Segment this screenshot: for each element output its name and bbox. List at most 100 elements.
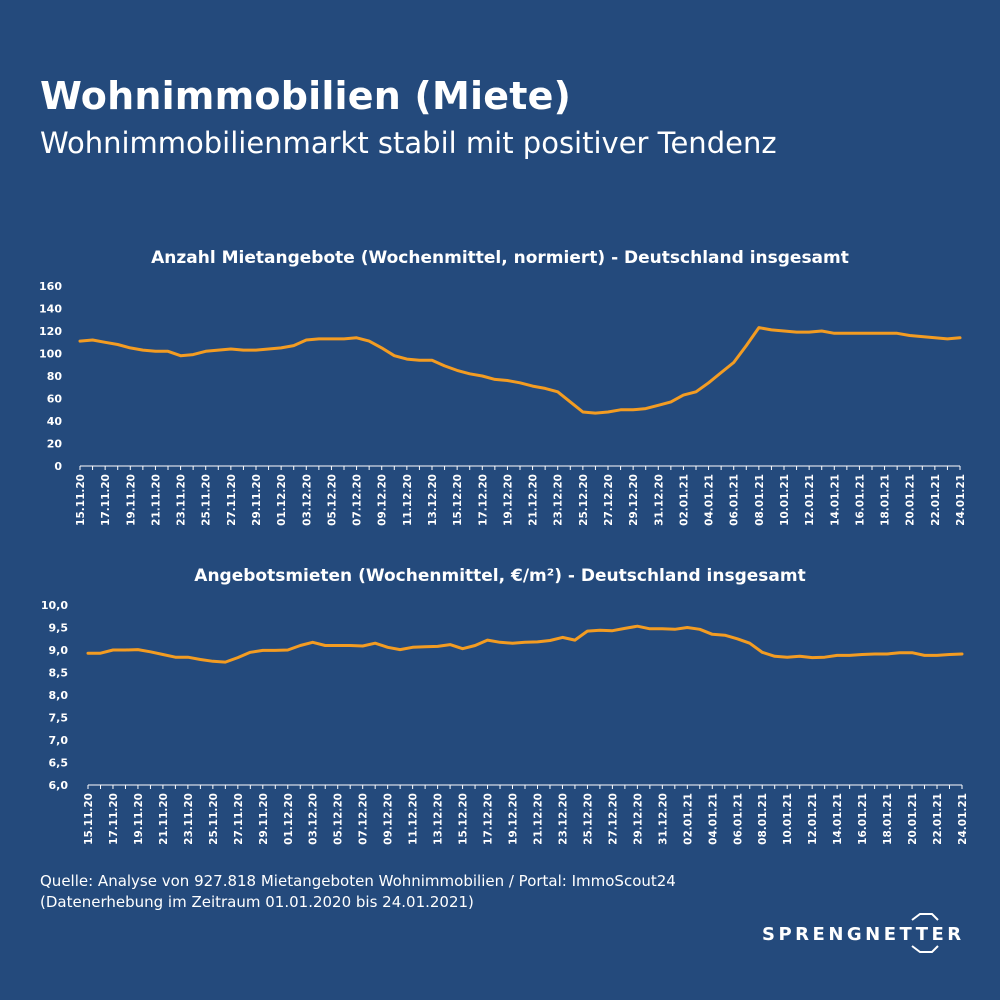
x-tick-label: 05.12.20 [326,474,338,526]
x-tick-label: 15.11.20 [83,793,95,845]
x-tick-label: 25.12.20 [578,474,590,526]
y-tick-label: 80 [47,370,63,383]
x-tick-label: 11.12.20 [408,793,420,845]
x-tick-label: 12.01.21 [804,474,816,526]
x-tick-label: 10.01.21 [782,793,794,845]
x-tick-label: 09.12.20 [377,474,389,526]
y-tick-label: 20 [47,438,63,451]
y-tick-label: 9,5 [49,622,69,635]
x-tick-label: 05.12.20 [333,793,345,845]
x-tick-label: 04.01.21 [704,474,716,526]
logo-bracket-icon [911,913,939,953]
x-tick-label: 07.12.20 [358,793,370,845]
chart-rents: 6,0 6,5 7,0 7,5 8,0 8,5 9,0 9,5 10,0 15.11.20 17.1… [41,599,969,845]
x-tick-label: 03.12.20 [301,474,313,526]
x-tick-label: 21.12.20 [528,474,540,526]
y-tick-label: 8,5 [49,667,69,680]
x-tick-label: 14.01.21 [832,793,844,845]
x-tick-label: 20.01.21 [907,793,919,845]
x-tick-label: 15.12.20 [458,793,470,845]
x-tick-label: 27.12.20 [603,474,615,526]
x-tick-label: 27.11.20 [233,793,245,845]
x-tick-label: 31.12.20 [657,793,669,845]
logo-text: SPRENGNETTER [762,924,965,945]
chart-offers: 0 20 40 60 80 100 120 140 160 15.11.20 17.11.20 19.… [39,280,967,526]
y-tick-label: 0 [54,460,62,473]
x-tick-label: 22.01.21 [930,474,942,526]
y-tick-label: 9,0 [49,644,69,657]
x-tick-label: 27.12.20 [607,793,619,845]
source-note: Quelle: Analyse von 927.818 Mietangebote… [40,871,676,913]
x-tick-label: 23.12.20 [557,793,569,845]
x-tick-label: 17.12.20 [483,793,495,845]
y-tick-label: 120 [39,325,62,338]
y-tick-label: 40 [47,415,63,428]
source-line-1: Quelle: Analyse von 927.818 Mietangebote… [40,872,676,890]
x-tick-label: 23.11.20 [176,474,188,526]
x-tick-label: 24.01.21 [955,474,967,526]
x-tick-label: 29.12.20 [632,793,644,845]
x-tick-label: 23.12.20 [553,474,565,526]
x-tick-label: 15.12.20 [452,474,464,526]
x-tick-label: 19.12.20 [508,793,520,845]
x-tick-label: 11.12.20 [402,474,414,526]
y-tick-label: 100 [39,348,62,361]
x-tick-label: 21.11.20 [158,793,170,845]
x-tick-label: 07.12.20 [352,474,364,526]
x-tick-label: 29.11.20 [251,474,263,526]
x-tick-label: 16.01.21 [857,793,869,845]
x-tick-label: 02.01.21 [682,793,694,845]
x-tick-label: 13.12.20 [433,793,445,845]
x-tick-label: 17.11.20 [108,793,120,845]
y-tick-label: 60 [47,393,63,406]
page-title: Wohnimmobilien (Miete) [40,74,572,118]
x-tick-label: 21.11.20 [150,474,162,526]
x-tick-label: 12.01.21 [807,793,819,845]
x-tick-label: 25.11.20 [208,793,220,845]
x-tick-label: 06.01.21 [732,793,744,845]
x-tick-label: 18.01.21 [882,793,894,845]
x-tick-label: 13.12.20 [427,474,439,526]
x-tick-label: 27.11.20 [226,474,238,526]
x-tick-label: 08.01.21 [757,793,769,845]
x-tick-label: 25.11.20 [201,474,213,526]
x-tick-label: 02.01.21 [678,474,690,526]
x-tick-label: 17.12.20 [477,474,489,526]
x-tick-label: 01.12.20 [276,474,288,526]
x-tick-label: 03.12.20 [308,793,320,845]
y-tick-label: 7,5 [49,712,69,725]
x-tick-label: 20.01.21 [905,474,917,526]
chart-title-offers: Anzahl Mietangebote (Wochenmittel, normi… [151,248,849,268]
x-tick-label: 19.11.20 [125,474,137,526]
x-tick-label: 18.01.21 [880,474,892,526]
x-tick-label: 24.01.21 [957,793,969,845]
y-tick-label: 7,0 [49,734,69,747]
x-tick-label: 01.12.20 [283,793,295,845]
sprengnetter-logo: SPRENGNETTER [762,912,961,954]
y-tick-label: 8,0 [49,689,69,702]
x-tick-label: 08.01.21 [754,474,766,526]
x-tick-label: 04.01.21 [707,793,719,845]
series-line [86,624,964,664]
x-tick-label: 09.12.20 [383,793,395,845]
y-tick-label: 10,0 [41,599,68,612]
x-tick-label: 14.01.21 [829,474,841,526]
x-tick-label: 25.12.20 [582,793,594,845]
x-tick-label: 15.11.20 [75,474,87,526]
x-tick-label: 29.12.20 [628,474,640,526]
x-tick-label: 10.01.21 [779,474,791,526]
x-tick-label: 29.11.20 [258,793,270,845]
x-tick-label: 31.12.20 [653,474,665,526]
source-line-2: (Datenerhebung im Zeitraum 01.01.2020 bi… [40,893,474,911]
x-tick-label: 06.01.21 [729,474,741,526]
x-tick-label: 17.11.20 [100,474,112,526]
page-subtitle: Wohnimmobilienmarkt stabil mit positiver… [40,126,777,160]
x-tick-label: 22.01.21 [932,793,944,845]
series-line [78,326,962,415]
x-tick-label: 19.11.20 [133,793,145,845]
y-tick-label: 160 [39,280,62,293]
x-tick-label: 21.12.20 [532,793,544,845]
y-tick-label: 6,0 [49,779,69,792]
chart-title-rents: Angebotsmieten (Wochenmittel, €/m²) - De… [194,566,806,586]
x-tick-label: 23.11.20 [183,793,195,845]
